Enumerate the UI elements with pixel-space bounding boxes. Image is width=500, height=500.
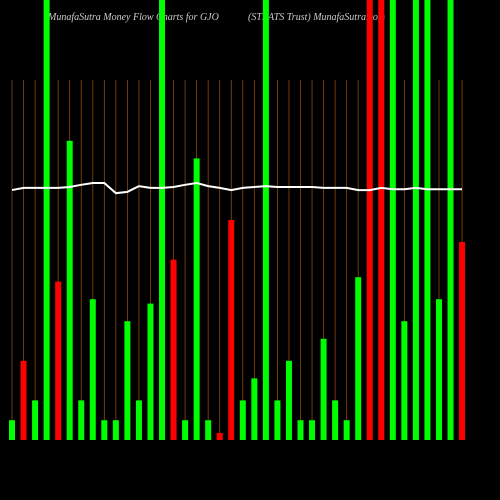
bar [32, 400, 39, 440]
bar [447, 0, 454, 440]
bar [435, 299, 442, 440]
flow-line [11, 182, 463, 195]
bar [274, 400, 281, 440]
bar [43, 0, 50, 440]
bar [262, 0, 269, 440]
bar [366, 0, 373, 440]
bar [205, 420, 212, 440]
bar [320, 338, 327, 440]
bar [251, 378, 258, 440]
bar [355, 277, 362, 440]
bar [101, 420, 108, 440]
bar [459, 242, 466, 440]
bar [78, 400, 85, 440]
bar [55, 281, 62, 440]
bar [159, 0, 166, 440]
bar [424, 0, 431, 440]
bar [343, 420, 350, 440]
bar [309, 420, 316, 440]
bar [228, 220, 235, 440]
bar [66, 140, 73, 441]
bar [401, 321, 408, 440]
bar [147, 303, 154, 440]
bar [9, 420, 15, 440]
bar [239, 400, 246, 440]
bar [135, 400, 142, 440]
chart-subtitle: (STRATS Trust) MunafaSutra.com [248, 12, 385, 23]
bar [124, 321, 131, 440]
bar [89, 299, 96, 440]
bar [389, 0, 396, 440]
bar [297, 420, 304, 440]
bar [216, 432, 223, 440]
bar [182, 420, 189, 440]
bar [378, 0, 385, 440]
bar [170, 259, 177, 440]
bar [20, 360, 27, 440]
bar [332, 400, 339, 440]
bar [193, 158, 200, 440]
bar [112, 420, 119, 440]
bar [412, 0, 419, 440]
bar [285, 360, 292, 440]
chart-title: MunafaSutra Money Flow Charts for GJO [47, 12, 219, 23]
